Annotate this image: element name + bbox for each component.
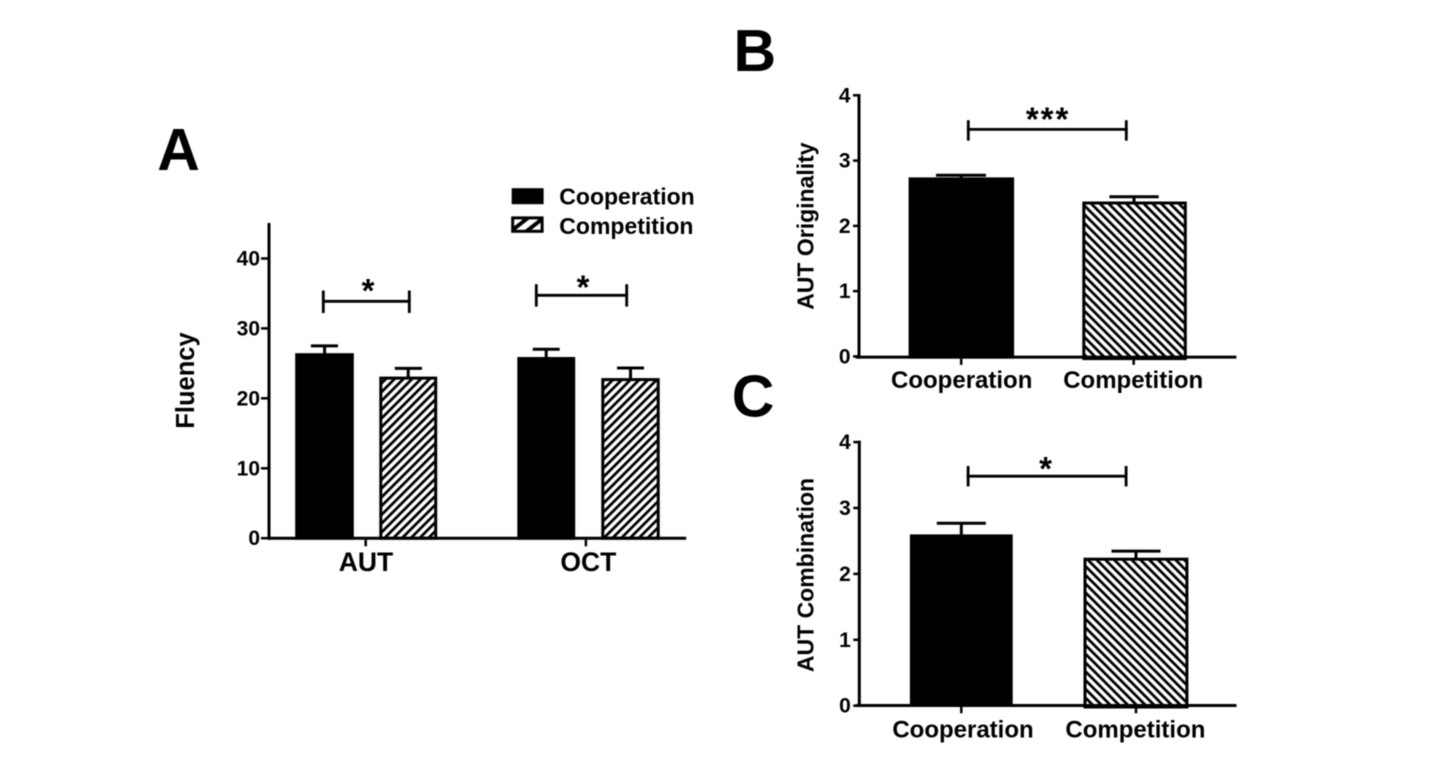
svg-text:AUT Combination: AUT Combination xyxy=(793,478,819,672)
svg-text:Cooperation: Cooperation xyxy=(891,367,1032,394)
svg-text:1: 1 xyxy=(839,280,851,303)
svg-text:B: B xyxy=(734,18,777,84)
svg-text:Cooperation: Cooperation xyxy=(559,184,694,210)
svg-text:0: 0 xyxy=(839,695,851,718)
svg-text:2: 2 xyxy=(839,563,851,586)
svg-text:Competition: Competition xyxy=(1065,716,1205,743)
svg-text:10: 10 xyxy=(237,457,260,480)
svg-text:AUT Originality: AUT Originality xyxy=(793,142,819,310)
svg-text:AUT: AUT xyxy=(339,547,393,577)
svg-text:4: 4 xyxy=(839,431,851,454)
svg-text:OCT: OCT xyxy=(560,547,616,577)
svg-text:1: 1 xyxy=(839,629,851,652)
svg-text:Cooperation: Cooperation xyxy=(892,716,1033,743)
svg-text:C: C xyxy=(732,364,775,430)
svg-text:*: * xyxy=(1039,450,1052,487)
svg-text:30: 30 xyxy=(237,317,260,340)
svg-text:3: 3 xyxy=(839,150,851,173)
svg-text:A: A xyxy=(157,117,200,183)
svg-text:Fluency: Fluency xyxy=(172,332,200,429)
svg-text:***: *** xyxy=(1026,101,1071,138)
svg-text:*: * xyxy=(362,272,375,309)
svg-text:Competition: Competition xyxy=(559,213,693,239)
svg-text:*: * xyxy=(577,269,590,306)
svg-text:40: 40 xyxy=(237,248,260,271)
svg-text:2: 2 xyxy=(839,215,851,238)
svg-text:4: 4 xyxy=(839,84,851,107)
svg-text:3: 3 xyxy=(839,497,851,520)
svg-text:0: 0 xyxy=(839,345,851,368)
svg-text:0: 0 xyxy=(248,527,260,550)
svg-text:20: 20 xyxy=(237,387,260,410)
svg-text:Competition: Competition xyxy=(1063,367,1203,394)
